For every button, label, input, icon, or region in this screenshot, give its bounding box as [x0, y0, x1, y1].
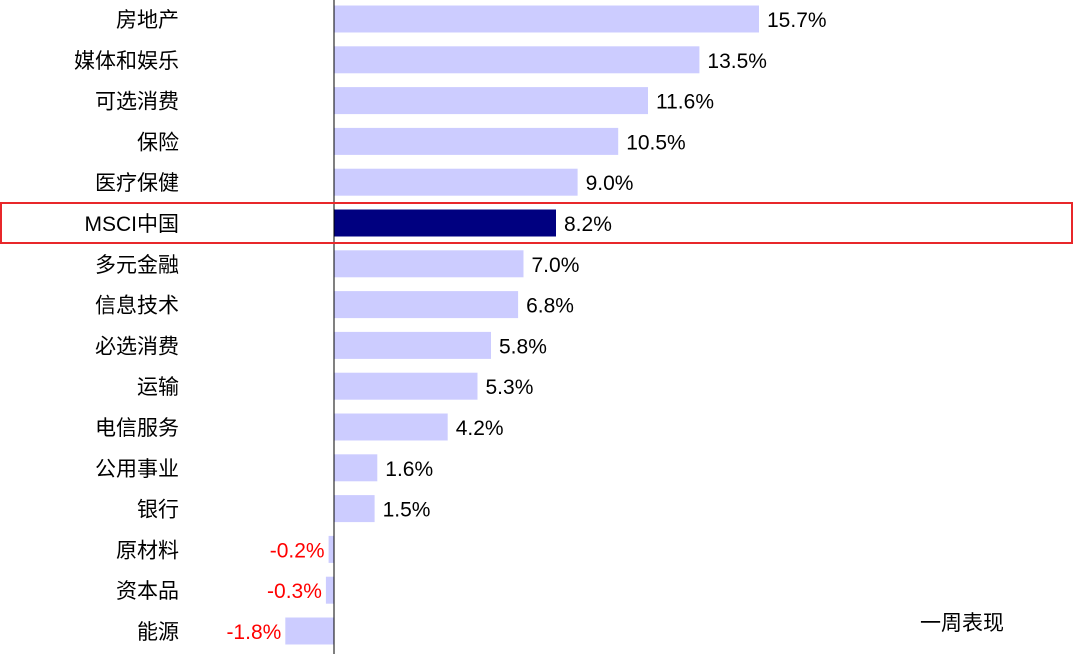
value-label-10: 5.3%	[486, 376, 534, 399]
bar-16	[285, 617, 334, 645]
value-label-4: 10.5%	[626, 131, 686, 154]
category-label-10: 运输	[137, 376, 179, 399]
value-label-8: 6.8%	[526, 295, 574, 318]
bar-2	[334, 46, 700, 74]
legend-label: 一周表现	[920, 612, 1004, 635]
bar-8	[334, 291, 519, 319]
bar-3	[334, 87, 648, 115]
value-label-14: -0.2%	[270, 539, 325, 562]
category-label-7: 多元金融	[95, 254, 179, 277]
value-label-3: 11.6%	[656, 91, 714, 114]
value-labels-group: 15.7%13.5% 11.6% 10.5% 9.0% 8.2% 7.0% 6.8% 5.8%…	[226, 9, 826, 644]
bar-4	[334, 127, 619, 155]
bar-6	[334, 209, 556, 237]
value-label-5: 9.0%	[586, 172, 634, 195]
value-label-13: 1.5%	[383, 499, 431, 522]
category-label-13: 银行	[137, 499, 179, 522]
bar-1	[334, 5, 759, 33]
bar-15	[325, 576, 334, 604]
bar-11	[334, 413, 448, 441]
bar-13	[334, 495, 375, 523]
category-label-12: 公用事业	[95, 458, 179, 481]
value-label-9: 5.8%	[499, 335, 547, 358]
value-label-1: 15.7%	[767, 9, 827, 32]
value-label-15: -0.3%	[267, 580, 322, 603]
value-label-2: 13.5%	[707, 50, 767, 73]
category-label-16: 能源	[137, 621, 179, 644]
category-label-5: 医疗保健	[95, 172, 179, 195]
value-label-7: 7.0%	[532, 254, 580, 277]
value-label-12: 1.6%	[385, 458, 433, 481]
value-label-16: -1.8%	[226, 621, 281, 644]
category-label-3: 可选消费	[95, 91, 179, 114]
highlight-box	[0, 202, 1073, 244]
category-label-2: 媒体和娱乐	[74, 50, 179, 73]
bars-group	[285, 5, 759, 645]
bar-5	[334, 168, 578, 196]
bar-10	[334, 372, 478, 400]
value-label-11: 4.2%	[456, 417, 504, 440]
bar-14	[328, 535, 334, 563]
category-label-14: 原材料	[116, 539, 179, 562]
category-label-6: MSCI中国	[85, 213, 180, 236]
category-label-11: 电信服务	[95, 417, 179, 440]
category-label-9: 必选消费	[95, 335, 179, 358]
category-label-4: 保险	[137, 131, 179, 154]
bar-7	[334, 250, 524, 278]
category-label-1: 房地产	[116, 9, 179, 32]
bar-9	[334, 331, 491, 359]
category-label-8: 信息技术	[95, 295, 179, 318]
value-label-6: 8.2%	[564, 213, 612, 236]
category-label-15: 资本品	[116, 580, 179, 603]
bar-12	[334, 454, 378, 482]
